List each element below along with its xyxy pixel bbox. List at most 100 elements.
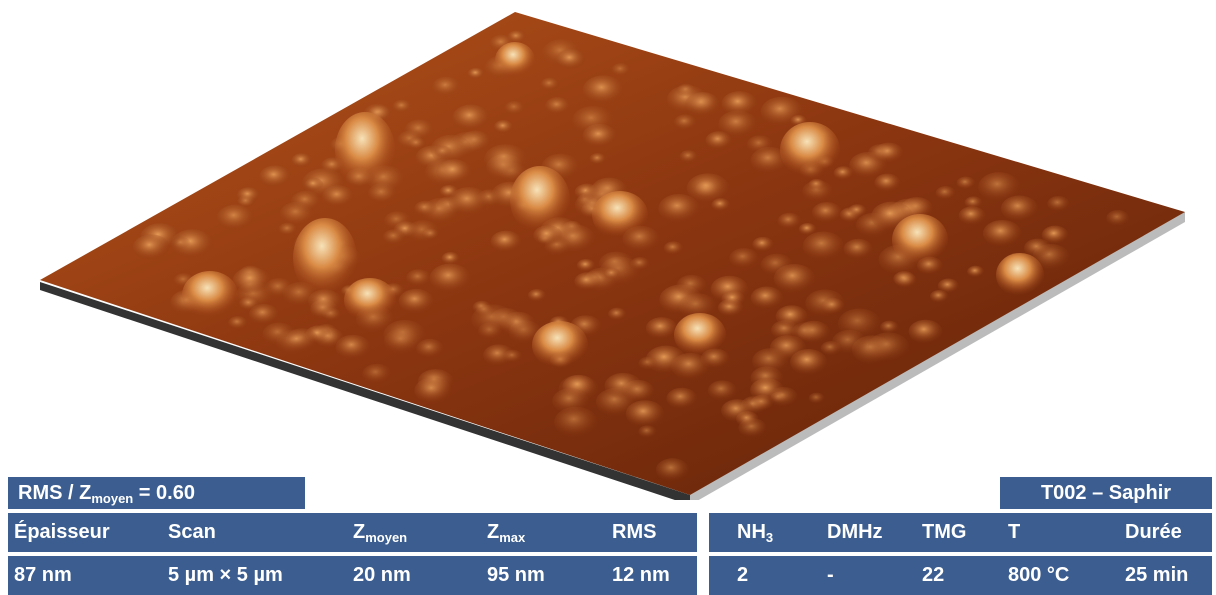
- grain: [721, 399, 754, 422]
- grain: [552, 388, 590, 414]
- grain: [382, 229, 406, 246]
- cell-value: 800 °C: [1008, 564, 1070, 586]
- cell: 95 nm: [487, 556, 545, 594]
- grain: [232, 267, 271, 294]
- grain: [638, 425, 657, 439]
- grain: [937, 278, 960, 294]
- grain: [540, 77, 560, 91]
- cell: 5 µm × 5 µm: [168, 556, 283, 594]
- grain: [956, 176, 976, 190]
- grain: [686, 173, 730, 204]
- column-header: T: [1008, 521, 1021, 543]
- grain: [721, 91, 758, 117]
- cell: 2: [737, 556, 748, 594]
- grain: [658, 193, 700, 223]
- grain: [1041, 225, 1069, 245]
- grain: [964, 196, 983, 209]
- grain: [259, 165, 292, 188]
- grain: [983, 219, 1022, 247]
- cell-value: 20 nm: [353, 564, 411, 586]
- grain: [383, 328, 422, 355]
- grain: [638, 356, 658, 370]
- grain: [604, 372, 642, 399]
- column-header: Épaisseur: [14, 521, 110, 543]
- grain: [436, 159, 472, 185]
- grain: [407, 137, 427, 151]
- cell: Épaisseur: [14, 513, 110, 551]
- column-header-sub: 3: [765, 530, 774, 545]
- grain: [721, 290, 746, 308]
- grain: [248, 303, 279, 325]
- peak: [892, 214, 948, 266]
- grain: [676, 83, 696, 98]
- grain: [808, 392, 825, 405]
- column-header: Z: [353, 521, 366, 543]
- grain: [216, 204, 255, 231]
- grain: [679, 150, 698, 164]
- cell-value: 95 nm: [487, 564, 545, 586]
- cell: DMHz: [827, 513, 883, 551]
- grain: [574, 272, 601, 291]
- grain: [645, 317, 678, 340]
- grain: [392, 99, 413, 114]
- column-header-sub: max: [499, 530, 526, 545]
- peak: [592, 191, 648, 239]
- right-header-row: NH3 DMHz TMG T Durée: [709, 513, 1212, 552]
- grain: [576, 258, 596, 272]
- grain: [598, 251, 634, 277]
- grain: [1047, 196, 1070, 212]
- surface-edge: [40, 282, 690, 500]
- cell: 20 nm: [353, 556, 411, 594]
- grain: [132, 234, 170, 261]
- cell: Zmax: [487, 513, 525, 551]
- grain: [752, 236, 774, 252]
- grain: [1106, 210, 1130, 227]
- cell-value: 25 min: [1125, 564, 1189, 586]
- peak: [674, 313, 726, 357]
- grain: [760, 253, 793, 277]
- grain: [663, 241, 684, 256]
- column-header: NH: [737, 521, 766, 543]
- grain: [607, 307, 627, 321]
- grain: [684, 92, 721, 117]
- grain: [802, 231, 845, 261]
- cell: Durée: [1125, 513, 1182, 551]
- peak: [344, 278, 396, 322]
- grain: [729, 247, 759, 269]
- grain: [441, 252, 460, 265]
- grain: [398, 288, 434, 314]
- grain: [431, 76, 462, 98]
- cell-value: 22: [922, 564, 945, 586]
- grain: [236, 187, 261, 204]
- grain: [556, 49, 586, 70]
- grain: [777, 212, 802, 230]
- grain: [873, 142, 904, 164]
- surface-edge: [690, 212, 1185, 500]
- column-header: DMHz: [827, 521, 883, 543]
- cell: RMS: [612, 513, 656, 551]
- grain: [452, 104, 490, 131]
- grain: [791, 322, 820, 343]
- grain: [811, 201, 842, 223]
- peak: [510, 166, 570, 234]
- afm-surface: [40, 12, 1185, 500]
- grain: [821, 297, 845, 314]
- grain: [958, 206, 986, 225]
- grain: [848, 204, 867, 218]
- cell: 25 min: [1125, 556, 1188, 594]
- grain: [493, 119, 514, 134]
- left-value-row: 87 nm 5 µm × 5 µm 20 nm 95 nm 12 nm: [8, 556, 697, 595]
- grain: [775, 305, 808, 328]
- grain: [929, 289, 949, 303]
- grain: [752, 348, 789, 374]
- grain: [671, 352, 710, 380]
- cell: 800 °C: [1008, 556, 1069, 594]
- grain: [798, 222, 817, 236]
- grain: [1000, 195, 1038, 222]
- grain: [362, 363, 392, 385]
- grain: [705, 131, 733, 150]
- peak: [996, 253, 1044, 297]
- grain: [935, 186, 956, 201]
- peak: [780, 122, 840, 178]
- cell-value: 12 nm: [612, 564, 670, 586]
